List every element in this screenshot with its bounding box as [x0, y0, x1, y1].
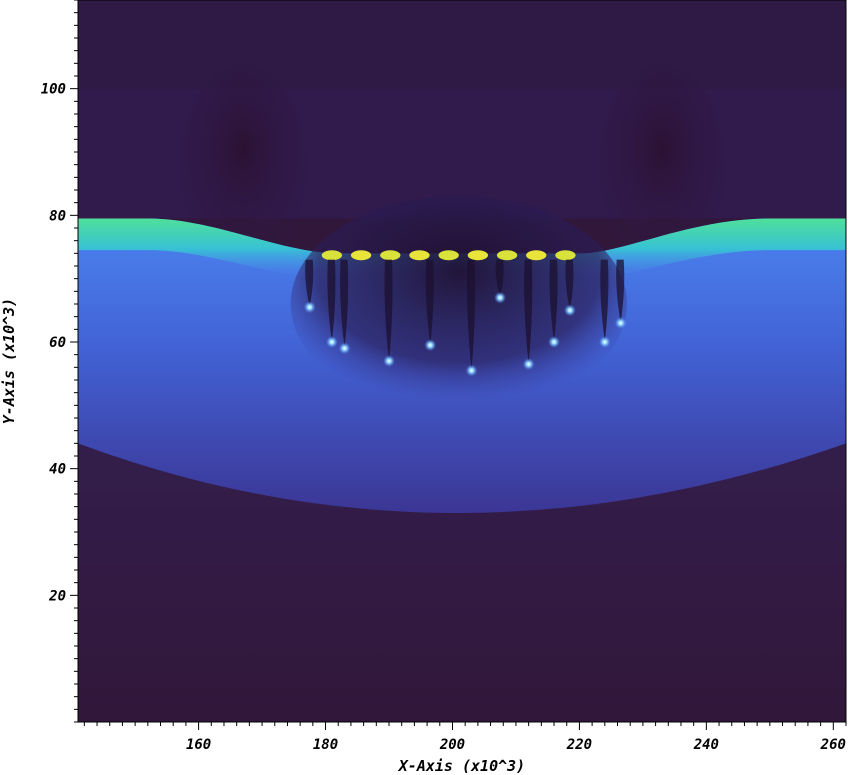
plume: [600, 259, 609, 342]
plume-tip: [383, 355, 396, 367]
surface-ripple: [409, 250, 430, 261]
plume-tip: [522, 358, 535, 371]
y-axis-title: Y-Axis (x10^3): [0, 298, 18, 424]
surface-ripple: [438, 250, 459, 261]
deep-fade: [78, 443, 846, 722]
y-tick-label: 40: [49, 462, 66, 478]
plume-tip: [338, 342, 351, 355]
x-tick-label: 160: [186, 737, 211, 753]
plot-area: [78, 0, 846, 722]
plume-tip: [563, 304, 576, 317]
surface-ripple: [321, 250, 343, 261]
surface-band: [78, 218, 846, 279]
surface-ripple: [526, 250, 547, 261]
plume: [467, 259, 476, 371]
plume-tip: [548, 336, 561, 348]
dome-left: [179, 63, 307, 279]
plume: [340, 259, 349, 349]
plume: [549, 259, 558, 342]
y-tick-label: 20: [48, 588, 66, 604]
plume-tip: [598, 336, 611, 348]
plume-tip: [303, 301, 316, 314]
x-axis-ticks: 160 180 200 220 240 260: [83, 722, 847, 753]
plume: [425, 259, 434, 346]
surface-ripple: [467, 250, 489, 261]
dome-right: [598, 63, 726, 279]
plume: [616, 259, 625, 323]
y-axis-ticks: 20 40 60 80 100: [41, 0, 78, 723]
plume: [327, 259, 336, 342]
plume-tip: [465, 364, 478, 377]
plume-tip: [325, 336, 338, 348]
plume-tip: [614, 317, 627, 329]
plume: [495, 259, 504, 298]
y-tick-label: 100: [41, 82, 66, 98]
plume: [384, 259, 393, 361]
plume: [565, 259, 574, 311]
y-tick-label: 60: [49, 335, 66, 351]
surface-ripple: [496, 250, 518, 261]
plume: [524, 259, 533, 365]
plume-tip: [494, 291, 507, 304]
x-tick-label: 240: [693, 737, 719, 753]
disturbed-zone: [290, 196, 628, 412]
x-tick-label: 180: [313, 737, 338, 753]
x-tick-label: 260: [820, 737, 846, 753]
plot-frame: [77, 0, 847, 723]
plume-tip: [424, 339, 437, 352]
surface-ripple: [380, 250, 401, 261]
plume: [305, 259, 314, 308]
surface-ripple: [555, 250, 576, 261]
top-region: [78, 0, 846, 89]
surface-ripple: [350, 250, 372, 261]
x-axis-title: X-Axis (x10^3): [397, 757, 525, 775]
x-tick-label: 220: [566, 737, 592, 753]
y-tick-label: 80: [49, 208, 66, 224]
x-tick-label: 200: [439, 737, 465, 753]
